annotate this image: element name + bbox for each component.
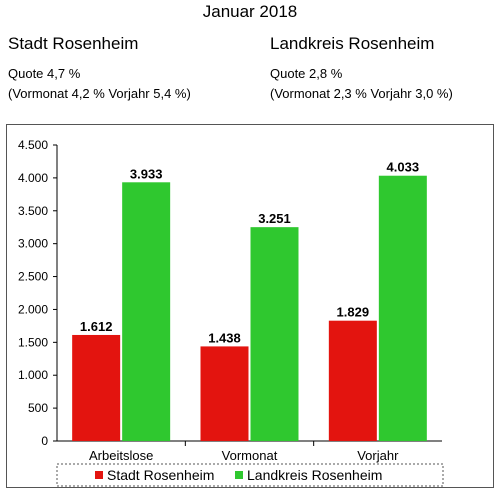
legend-swatch [95,471,103,479]
bar [72,334,121,441]
legend-swatch [235,471,243,479]
legend-label: Stadt Rosenheim [107,467,214,483]
bar [378,175,427,442]
category-label: Vorjahr [357,448,399,463]
chart-frame [6,124,494,488]
legend-box [56,463,444,487]
landkreis-heading: Landkreis Rosenheim [270,34,435,53]
bar [250,227,299,441]
legend-label: Landkreis Rosenheim [247,467,382,483]
landkreis-comparison: (Vormonat 2,3 % Vorjahr 3,0 %) [270,86,453,101]
y-tick-label: 500 [28,401,48,415]
y-tick-label: 4.000 [18,171,48,185]
stadt-heading: Stadt Rosenheim [8,34,139,53]
data-label: 3.251 [258,211,291,226]
y-tick-label: 2.000 [18,302,48,316]
y-tick-label: 3.000 [18,237,48,251]
bar [122,182,171,441]
y-tick-label: 2.500 [18,270,48,284]
stadt-comparison: (Vormonat 4,2 % Vorjahr 5,4 %) [8,86,191,101]
data-label: 3.933 [130,166,163,181]
data-label: 1.438 [208,330,241,345]
category-label: Arbeitslose [89,448,153,463]
bar [328,320,377,441]
data-label: 1.829 [337,305,370,320]
y-tick-label: 0 [41,434,48,448]
y-tick-label: 4.500 [18,138,48,152]
bar [200,346,249,441]
landkreis-quote: Quote 2,8 % [270,66,343,81]
y-tick-label: 1.500 [18,335,48,349]
y-tick-label: 3.500 [18,204,48,218]
category-label: Vormonat [222,448,278,463]
data-label: 1.612 [80,319,113,334]
chart-title: Januar 2018 [202,2,298,21]
y-tick-label: 1.000 [18,368,48,382]
stadt-quote: Quote 4,7 % [8,66,81,81]
data-label: 4.033 [387,160,420,175]
